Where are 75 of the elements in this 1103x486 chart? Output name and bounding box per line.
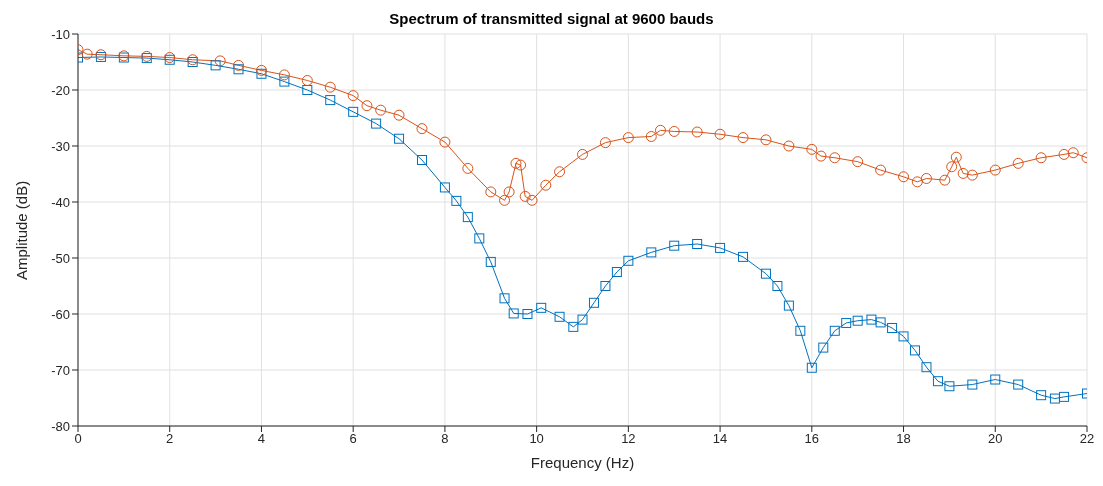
chart-title: Spectrum of transmitted signal at 9600 bauds: [389, 10, 714, 27]
point: [255, 64, 267, 76]
y-tick-label: -50: [51, 250, 70, 266]
x-tick-label: 14: [712, 431, 728, 447]
point: [989, 164, 1001, 176]
y-tick-label: -70: [51, 362, 70, 378]
x-tick-label: 10: [529, 431, 544, 447]
x-tick-label: 20: [988, 431, 1003, 447]
y-tick-label: -30: [51, 138, 70, 154]
point: [1058, 148, 1070, 160]
point: [737, 132, 749, 144]
point: [416, 123, 428, 135]
point: [510, 157, 522, 169]
y-tick-label: -10: [51, 26, 70, 42]
x-tick-label: 6: [349, 431, 357, 447]
point: [324, 81, 336, 93]
point: [957, 167, 969, 179]
point: [911, 176, 923, 188]
point: [654, 124, 666, 136]
point: [554, 166, 566, 178]
point: [347, 90, 359, 102]
point: [668, 125, 680, 137]
point: [393, 109, 405, 121]
point: [622, 132, 634, 144]
point: [645, 130, 657, 142]
x-tick-label: 2: [166, 431, 174, 447]
point: [950, 151, 962, 163]
point: [691, 126, 703, 138]
point: [806, 143, 818, 155]
point: [81, 48, 93, 60]
point: [898, 171, 910, 183]
x-tick-label: 8: [441, 431, 449, 447]
x-tick-label: 16: [804, 431, 820, 447]
y-tick-label: -40: [51, 194, 70, 210]
point: [966, 169, 978, 181]
point: [361, 100, 373, 112]
point: [1012, 157, 1024, 169]
point: [1035, 152, 1047, 164]
y-tick-label: -60: [51, 306, 70, 322]
y-tick-label: -20: [51, 82, 70, 98]
point: [760, 134, 772, 146]
point: [519, 190, 531, 202]
point: [599, 137, 611, 149]
point: [439, 136, 451, 148]
point: [946, 161, 958, 173]
point: [375, 104, 387, 116]
point: [503, 186, 515, 198]
point: [852, 156, 864, 168]
point: [515, 159, 527, 171]
point: [577, 148, 588, 160]
point: [875, 164, 887, 176]
point: [714, 128, 726, 140]
point: [939, 174, 951, 186]
x-tick-label: 18: [896, 431, 911, 447]
x-axis-title: Frequency (Hz): [530, 454, 635, 471]
x-tick-label: 0: [74, 431, 82, 447]
point: [301, 74, 313, 86]
y-axis-title: Amplitude (dB): [13, 180, 31, 280]
point: [233, 59, 245, 71]
x-tick-label: 12: [621, 431, 636, 447]
point: [540, 179, 552, 191]
x-tick-label: 22: [1079, 431, 1095, 447]
point: [920, 172, 932, 184]
point: [1067, 147, 1079, 159]
point: [526, 194, 538, 206]
x-tick-label: 4: [257, 431, 266, 447]
point: [783, 140, 795, 152]
point: [278, 69, 290, 81]
point: [214, 55, 226, 67]
point: [815, 150, 827, 162]
point: [829, 152, 841, 164]
point: [499, 194, 511, 206]
y-tick-label: -80: [51, 418, 70, 434]
point: [462, 162, 474, 174]
point: [485, 186, 497, 198]
